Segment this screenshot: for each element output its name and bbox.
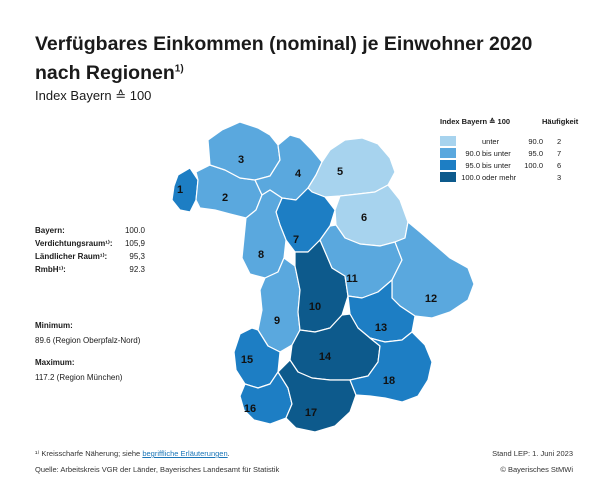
region-label-12: 12 — [425, 293, 437, 305]
stat-verdichtungsraum: Verdichtungsraum¹⁾: 105,9 — [35, 239, 145, 248]
map-subtitle: Index Bayern ≙ 100 — [35, 88, 152, 103]
source-note: Quelle: Arbeitskreis VGR der Länder, Bay… — [35, 465, 280, 474]
region-label-4: 4 — [295, 168, 302, 180]
region-8[interactable] — [241, 189, 287, 279]
region-1[interactable] — [171, 167, 199, 213]
region-label-5: 5 — [337, 166, 343, 178]
copyright: © Bayerisches StMWi — [500, 465, 573, 474]
region-label-3: 3 — [238, 154, 244, 166]
legend-heading: Index Bayern ≙ 100 — [440, 117, 511, 126]
region-label-10: 10 — [309, 301, 321, 313]
region-label-7: 7 — [293, 234, 299, 246]
region-17[interactable] — [277, 359, 357, 433]
legend-row: 95.0 bis unter 100.0 6 — [440, 160, 580, 172]
region-label-1: 1 — [177, 184, 183, 196]
minimum-value: 89.6 (Region Oberpfalz-Nord) — [35, 336, 141, 345]
legend-count-heading: Häufigkeit — [542, 117, 579, 126]
legend-row: 90.0 bis unter 95.0 7 — [440, 148, 580, 160]
region-label-16: 16 — [244, 403, 256, 415]
region-label-15: 15 — [241, 354, 253, 366]
maximum-label: Maximum: — [35, 358, 75, 367]
map-title: Verfügbares Einkommen (nominal) je Einwo… — [35, 33, 533, 84]
region-label-6: 6 — [361, 212, 367, 224]
region-label-2: 2 — [222, 192, 228, 204]
footnote-link[interactable]: begriffliche Erläuterungen — [142, 449, 228, 458]
region-label-14: 14 — [319, 351, 332, 363]
stat-bayern: Bayern: 100.0 — [35, 226, 145, 235]
region-18[interactable] — [349, 331, 433, 403]
legend-swatch — [440, 148, 456, 158]
title-footnote-marker: 1) — [174, 63, 184, 75]
footnote: ¹⁾ Kreisscharfe Näherung; siehe begriffl… — [35, 449, 230, 458]
legend-swatch — [440, 172, 456, 182]
stat-laendlicher-raum: Ländlicher Raum¹⁾: 95,3 — [35, 252, 145, 261]
region-label-9: 9 — [274, 315, 280, 327]
minimum-label: Minimum: — [35, 321, 73, 330]
region-label-8: 8 — [258, 249, 264, 261]
region-label-17: 17 — [305, 407, 317, 419]
stat-rmbh: RmbH¹⁾: 92.3 — [35, 265, 145, 274]
legend-row: 100.0 oder mehr 3 — [440, 172, 580, 184]
region-label-18: 18 — [383, 375, 395, 387]
region-label-13: 13 — [375, 322, 387, 334]
maximum-value: 117.2 (Region München) — [35, 373, 123, 382]
map-legend: Index Bayern ≙ 100 Häufigkeit unter 90.0… — [440, 117, 580, 187]
legend-swatch — [440, 136, 456, 146]
legend-row: unter 90.0 2 — [440, 136, 580, 148]
region-label-11: 11 — [346, 273, 358, 285]
status-date: Stand LEP: 1. Juni 2023 — [492, 449, 573, 458]
legend-swatch — [440, 160, 456, 170]
